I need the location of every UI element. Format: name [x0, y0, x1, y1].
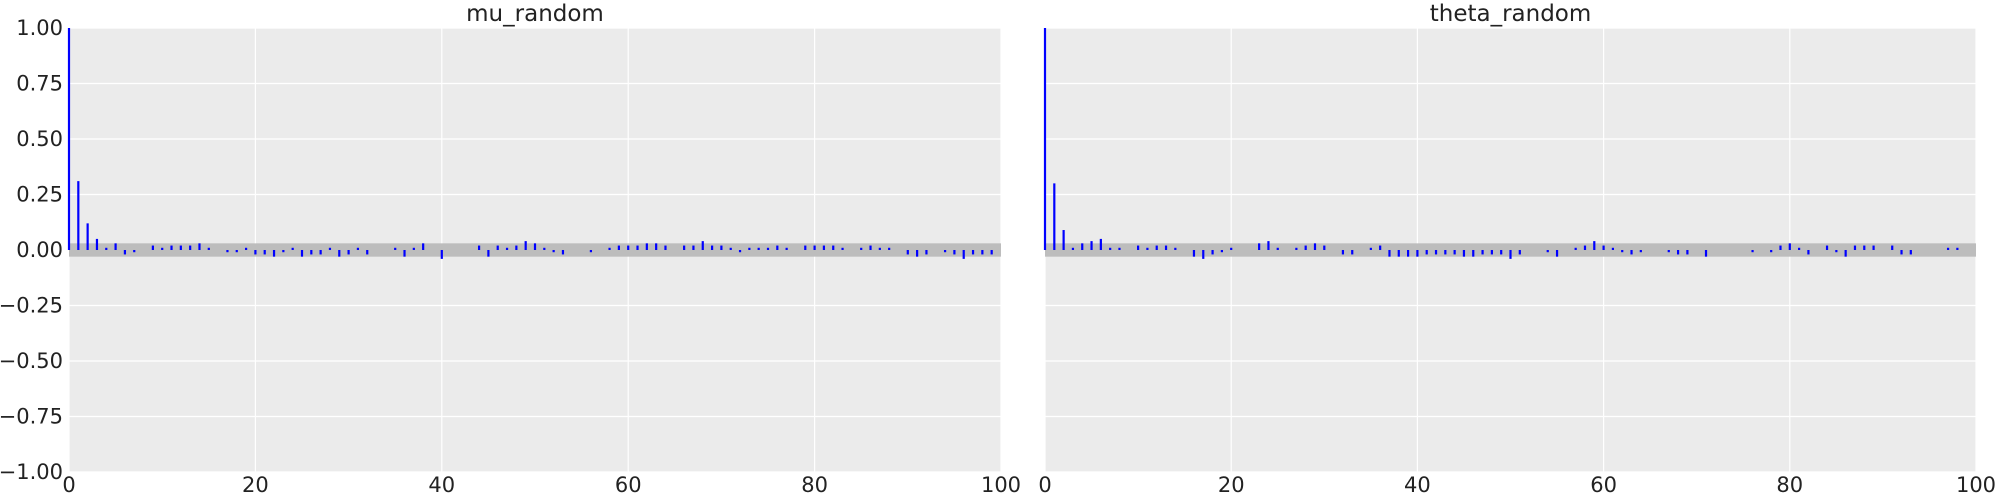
- y-tick-label: 0.50: [16, 127, 63, 151]
- x-tick-label: 40: [1404, 473, 1431, 497]
- x-tick-label: 100: [981, 473, 1021, 497]
- y-tick-label: 0.25: [16, 183, 63, 207]
- y-tick-label: 0.75: [16, 72, 63, 96]
- y-tick-label: −0.50: [0, 349, 63, 373]
- x-tick-label: 20: [242, 473, 269, 497]
- x-tick-label: 80: [801, 473, 828, 497]
- x-tick-label: 60: [615, 473, 642, 497]
- y-tick-label: 1.00: [16, 16, 63, 40]
- x-tick-label: 0: [62, 473, 75, 497]
- panel-title: mu_random: [466, 1, 604, 27]
- acf-panel-mu_random: 0 20 40 60 80 100 −1.00 −0.75 −0.50 −0.25 0.00 0.25…: [0, 1, 1021, 497]
- y-tick-label: −0.75: [0, 405, 63, 429]
- y-tick-label: 0.00: [16, 238, 63, 262]
- x-tick-label: 100: [1956, 473, 1996, 497]
- x-tick-label: 0: [1038, 473, 1051, 497]
- x-tick-label: 20: [1218, 473, 1245, 497]
- x-tick-label: 60: [1590, 473, 1617, 497]
- y-tick-label: −1.00: [0, 460, 63, 484]
- x-tick-label: 80: [1776, 473, 1803, 497]
- panel-title: theta_random: [1430, 1, 1592, 27]
- x-tick-label: 40: [428, 473, 455, 497]
- y-tick-label: −0.25: [0, 294, 63, 318]
- acf-panel-theta_random: 0 20 40 60 80 100 theta_random: [1038, 1, 1996, 497]
